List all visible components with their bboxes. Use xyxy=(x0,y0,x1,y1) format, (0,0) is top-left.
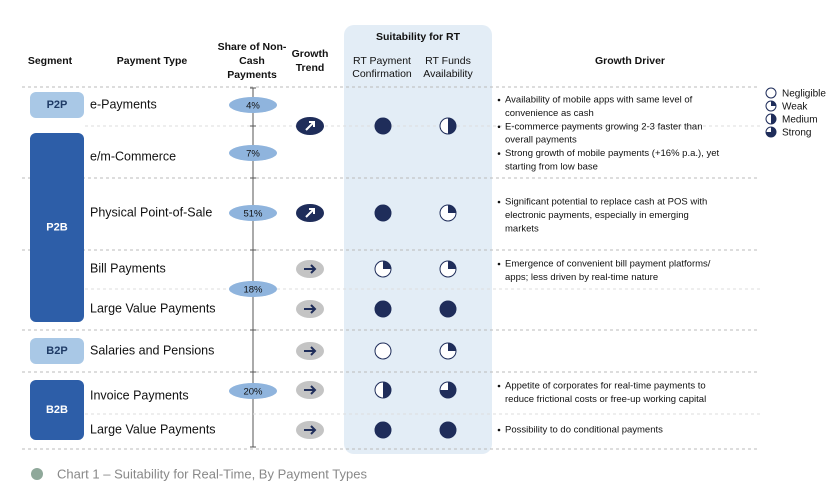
payment-type: Large Value Payments xyxy=(90,422,216,436)
rt-confirmation-ball-fill xyxy=(383,382,391,398)
rt-funds-ball-fill xyxy=(448,118,456,134)
caption-icon xyxy=(31,468,43,480)
share-bubble xyxy=(229,281,277,297)
segment-label: P2P xyxy=(47,99,68,111)
share-label: 4% xyxy=(246,101,260,112)
share-label: 51% xyxy=(243,209,263,220)
share-bubble xyxy=(229,145,277,161)
rt-confirmation-ball xyxy=(374,342,392,360)
share-bubble xyxy=(229,205,277,221)
growth-arrow xyxy=(304,264,317,274)
growth-header: Trend xyxy=(296,62,325,74)
legend-label: Medium xyxy=(782,115,818,126)
rt-confirmation-ball-fill xyxy=(375,422,391,438)
driver-text: Strong growth of mobile payments (+16% p… xyxy=(505,148,719,159)
segment-box xyxy=(30,92,84,118)
growth-arrow xyxy=(304,304,317,314)
rt-confirmation-header: Confirmation xyxy=(352,68,412,80)
rt-funds-ball-fill xyxy=(448,343,456,351)
share-bubble xyxy=(229,97,277,113)
suitability-header: Suitability for RT xyxy=(376,31,461,43)
driver-text: electronic payments, especially in emerg… xyxy=(505,210,689,221)
bullet xyxy=(497,98,501,102)
segment-label: B2P xyxy=(46,345,67,357)
payment-type: Large Value Payments xyxy=(90,301,216,315)
payment-type: Physical Point-of-Sale xyxy=(90,205,212,219)
segment-label: P2B xyxy=(46,221,67,233)
legend-ball xyxy=(765,87,777,99)
payment-type: Invoice Payments xyxy=(90,388,189,402)
driver-text: markets xyxy=(505,223,539,234)
bullet xyxy=(497,200,501,204)
driver-text: starting from low base xyxy=(505,162,598,173)
growth-header: Growth xyxy=(292,48,329,60)
share-label: 7% xyxy=(246,149,260,160)
payment-type: e-Payments xyxy=(90,97,157,111)
payment-type: e/m-Commerce xyxy=(90,149,176,163)
legend-label: Negligible xyxy=(782,89,826,100)
segment-box xyxy=(30,380,84,440)
growth-arrow xyxy=(304,346,317,356)
growth-arrow xyxy=(305,208,315,218)
share-header: Payments xyxy=(227,69,277,81)
rt-confirmation-header: RT Payment xyxy=(353,55,411,67)
rt-funds-ball-fill xyxy=(440,382,456,398)
driver-text: E-commerce payments growing 2-3 faster t… xyxy=(505,121,702,132)
rt-confirmation-ball-fill xyxy=(383,261,391,269)
driver-header: Growth Driver xyxy=(595,55,665,67)
legend-ball-fill xyxy=(771,114,776,124)
segment-label: B2B xyxy=(46,404,68,416)
rt-confirmation-ball-fill xyxy=(375,205,391,221)
legend-label: Weak xyxy=(782,102,808,113)
segment-box xyxy=(30,133,84,322)
payment-type: Salaries and Pensions xyxy=(90,343,214,357)
caption: Chart 1 – Suitability for Real-Time, By … xyxy=(57,466,367,481)
rt-funds-ball-fill xyxy=(448,205,456,213)
driver-text: Significant potential to replace cash at… xyxy=(505,197,707,208)
share-header: Share of Non- xyxy=(218,41,287,53)
share-label: 20% xyxy=(243,387,263,398)
bullet xyxy=(497,428,501,432)
growth-arrow xyxy=(304,425,317,435)
rt-funds-header: RT Funds xyxy=(425,55,471,67)
driver-text: Emergence of convenient bill payment pla… xyxy=(505,259,711,270)
driver-text: apps; less driven by real-time nature xyxy=(505,272,658,283)
payment-type-header: Payment Type xyxy=(117,55,188,67)
rt-confirmation-ball-fill xyxy=(375,118,391,134)
segment-box xyxy=(30,338,84,364)
driver-text: Possibility to do conditional payments xyxy=(505,425,663,436)
suitability-panel xyxy=(344,25,492,454)
driver-text: Availability of mobile apps with same le… xyxy=(505,95,693,106)
legend-label: Strong xyxy=(782,128,811,139)
payment-type: Bill Payments xyxy=(90,261,166,275)
bullet xyxy=(497,384,501,388)
growth-arrow xyxy=(305,121,315,131)
bullet xyxy=(497,125,501,129)
share-header: Cash xyxy=(239,55,265,67)
rt-funds-ball-fill xyxy=(440,301,456,317)
rt-funds-header: Availability xyxy=(423,68,473,80)
share-label: 18% xyxy=(243,285,263,296)
driver-text: Appetite of corporates for real-time pay… xyxy=(505,381,706,392)
bullet xyxy=(497,262,501,266)
driver-text: reduce frictional costs or free-up worki… xyxy=(505,394,706,405)
driver-text: overall payments xyxy=(505,135,577,146)
rt-funds-ball-fill xyxy=(440,422,456,438)
bullet xyxy=(497,152,501,155)
segment-header: Segment xyxy=(28,55,73,67)
share-bubble xyxy=(229,383,277,399)
legend-ball-fill xyxy=(766,127,776,137)
growth-arrow xyxy=(304,385,317,395)
rt-confirmation-ball-fill xyxy=(375,301,391,317)
driver-text: convenience as cash xyxy=(505,108,594,119)
rt-funds-ball-fill xyxy=(448,261,456,269)
legend-ball-fill xyxy=(771,101,776,106)
